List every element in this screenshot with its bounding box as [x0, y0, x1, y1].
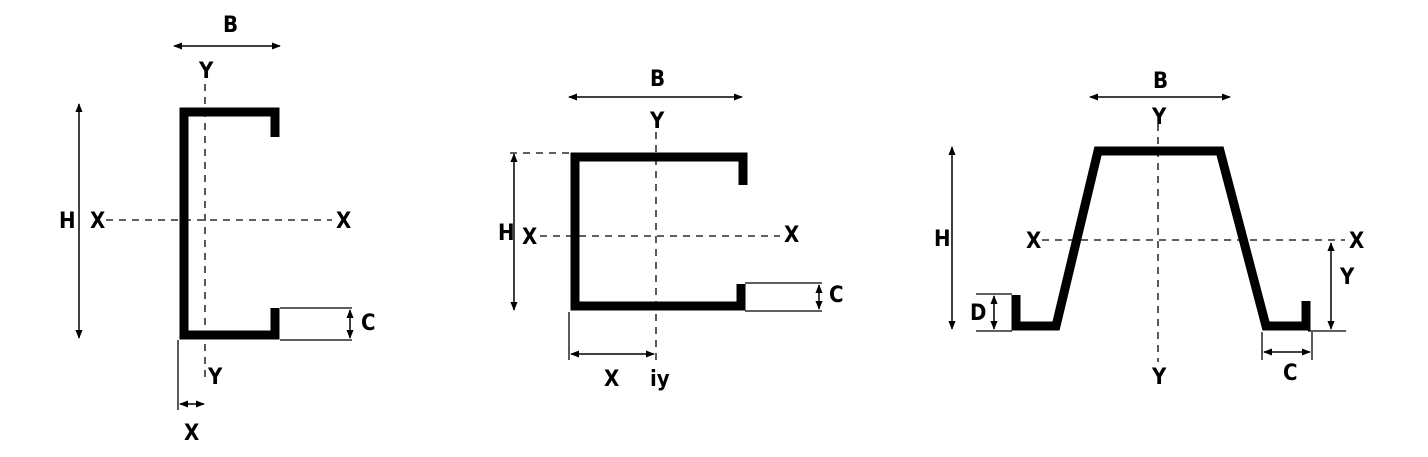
c-section-label-x-bottom: X: [184, 421, 199, 446]
omega-section-label-h: H: [934, 227, 951, 252]
c-section-label-c: C: [361, 311, 376, 336]
omega-section-label-y-bottom: Y: [1151, 365, 1167, 390]
c-section-label-x-left: X: [90, 209, 105, 234]
c-section: B Y H X X C Y X: [59, 13, 376, 446]
omega-section-label-d: D: [970, 301, 986, 326]
u-section-label-x-left: X: [522, 225, 537, 250]
c-section-label-h: H: [59, 209, 76, 234]
omega-section-label-x-left: X: [1026, 229, 1041, 254]
u-section-label-b: B: [650, 67, 665, 92]
omega-section-label-y-top: Y: [1151, 105, 1167, 130]
u-section: B Y H X X C X iy: [498, 67, 844, 392]
c-section-label-y-top: Y: [198, 59, 214, 84]
omega-section-label-x-right: X: [1349, 229, 1364, 254]
c-section-label-b: B: [223, 13, 238, 38]
u-section-profile: [570, 152, 748, 311]
omega-section-label-b: B: [1153, 69, 1168, 94]
c-section-label-x-right: X: [336, 209, 351, 234]
c-section-label-y-bottom: Y: [207, 365, 223, 390]
u-section-label-y-top: Y: [649, 109, 665, 134]
omega-section-label-y-right: Y: [1339, 265, 1355, 290]
u-section-label-iy: iy: [650, 367, 670, 392]
c-section-profile: [179, 107, 280, 340]
u-section-label-h: H: [498, 221, 515, 246]
omega-section-label-c: C: [1283, 361, 1298, 386]
omega-section-profile: [1011, 146, 1311, 331]
omega-section: B Y H X X Y D Y C: [934, 69, 1364, 390]
u-section-label-x-right: X: [784, 223, 799, 248]
u-section-label-c: C: [829, 283, 844, 308]
u-section-label-x-bottom: X: [604, 367, 619, 392]
